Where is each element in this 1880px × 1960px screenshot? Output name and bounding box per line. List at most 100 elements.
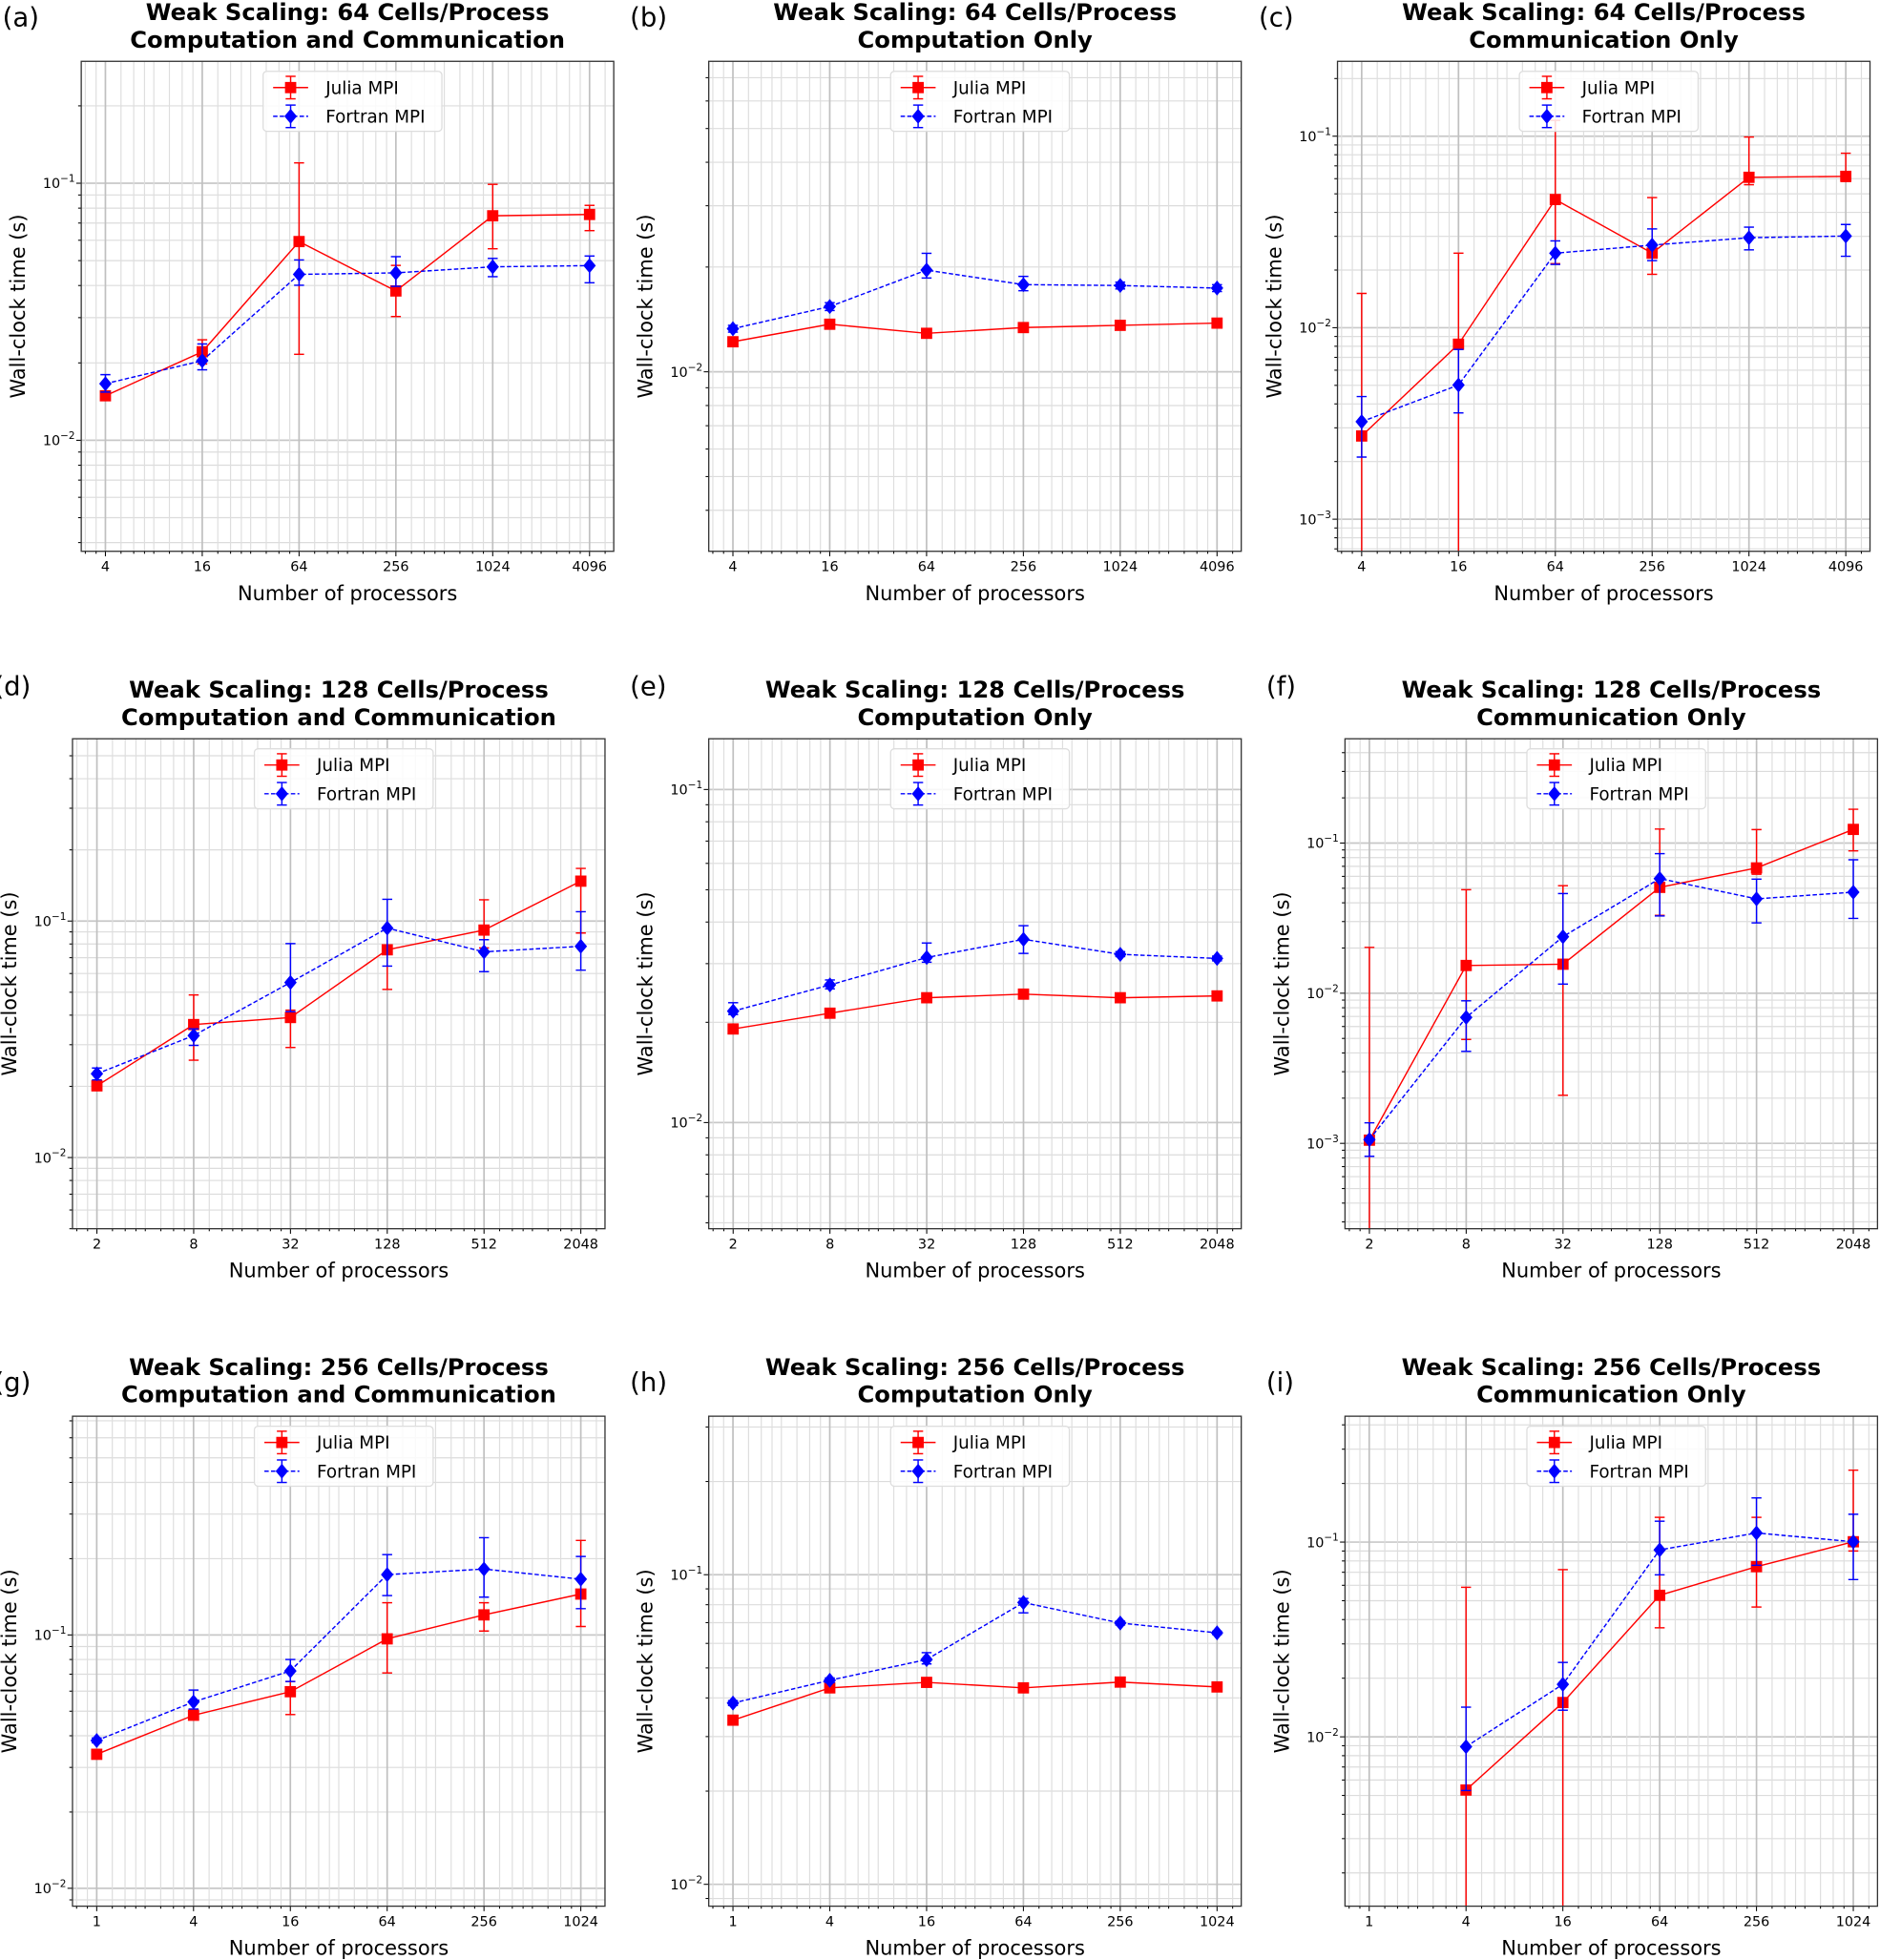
- data-point-diamond: [1114, 947, 1127, 962]
- panel-d: 2 8 32 128 512 2048 10−2 10−1 Number of processo…: [0, 671, 606, 1282]
- data-point-square: [727, 1714, 739, 1726]
- data-point-square: [1114, 1676, 1126, 1688]
- panel-i: 1 4 16 64 256 1024 10−2 10−1 Number of processor…: [1266, 1354, 1879, 1960]
- series-julia-mpi: [99, 161, 595, 402]
- x-tick-label: 1: [728, 1915, 737, 1930]
- plot-area: [1459, 1469, 1860, 1907]
- legend-label: Julia MPI: [952, 1433, 1027, 1453]
- panel-label: (i): [1266, 1367, 1294, 1398]
- x-tick-label: 16: [918, 1915, 935, 1930]
- data-point-square: [293, 236, 305, 248]
- legend-marker-square: [1548, 1436, 1560, 1449]
- x-tick-label: 256: [1639, 560, 1664, 575]
- series-fortran-mpi: [1459, 1497, 1860, 1792]
- x-tick-label: 128: [374, 1238, 400, 1253]
- series-line: [732, 1601, 1218, 1704]
- legend-label: Fortran MPI: [953, 1462, 1053, 1482]
- data-point-diamond: [90, 1066, 104, 1082]
- data-point-square: [1750, 1560, 1763, 1573]
- data-point-square: [1840, 170, 1852, 182]
- y-axis-label: Wall-clock time (s): [1264, 214, 1286, 398]
- panel-label: (g): [0, 1367, 31, 1398]
- y-tick-label: 10−1: [1306, 833, 1339, 852]
- data-point-diamond: [187, 1694, 200, 1710]
- data-point-square: [583, 208, 595, 220]
- data-point-diamond: [1549, 245, 1562, 261]
- x-tick-label: 2: [93, 1238, 101, 1253]
- x-tick-label: 1024: [1836, 1915, 1871, 1930]
- series-line: [96, 880, 581, 1087]
- y-axis-label: Wall-clock time (s): [1270, 1569, 1293, 1753]
- grid: [72, 1416, 605, 1907]
- data-point-diamond: [574, 1572, 588, 1587]
- chart-title-line: Weak Scaling: 64 Cells/Process: [1402, 0, 1806, 26]
- y-tick-label: 10−2: [1306, 1727, 1339, 1746]
- legend-marker-square: [276, 759, 288, 771]
- x-tick-label: 64: [290, 560, 307, 575]
- plot-area: [726, 1595, 1223, 1726]
- x-tick-label: 128: [1646, 1238, 1672, 1253]
- x-tick-label: 2: [729, 1238, 738, 1253]
- x-tick-label: 32: [282, 1238, 299, 1253]
- legend-label: Fortran MPI: [317, 784, 416, 804]
- y-axis-label: Wall-clock time (s): [7, 214, 30, 398]
- legend: Julia MPI Fortran MPI: [889, 748, 1071, 810]
- series-line: [96, 927, 581, 1074]
- data-point-square: [824, 1007, 836, 1019]
- panel-label: (e): [630, 671, 666, 701]
- axes-frame: [1344, 738, 1879, 1230]
- data-point-diamond: [381, 920, 394, 936]
- axes-frame: [72, 1415, 606, 1908]
- data-point-square: [1017, 988, 1030, 1000]
- data-point-diamond: [1452, 377, 1465, 393]
- x-tick-label: 2048: [1200, 1238, 1235, 1253]
- panel-label: (d): [0, 671, 31, 701]
- panel-h: 1 4 16 64 256 1024 10−2 10−1 Number of processor…: [630, 1354, 1243, 1960]
- x-tick-label: 64: [1651, 1915, 1668, 1930]
- chart-title-line: Computation and Communication: [121, 1382, 556, 1408]
- data-point-square: [1743, 171, 1755, 183]
- chart-title-line: Computation and Communication: [130, 27, 565, 53]
- plot-area: [1355, 119, 1852, 552]
- axes-frame: [1336, 60, 1871, 553]
- data-point-diamond: [1750, 1525, 1764, 1541]
- grid: [1337, 61, 1870, 552]
- legend: Julia MPI Fortran MPI: [1526, 1425, 1706, 1488]
- data-point-diamond: [823, 1673, 837, 1688]
- data-point-diamond: [90, 1733, 103, 1748]
- y-tick-label: 10−3: [1299, 510, 1331, 529]
- axes-frame: [708, 738, 1243, 1230]
- x-tick-label: 1024: [1103, 560, 1138, 575]
- data-point-square: [1460, 959, 1473, 971]
- data-point-square: [1114, 320, 1126, 331]
- data-point-square: [921, 991, 932, 1004]
- legend-marker-square: [276, 1436, 288, 1449]
- x-tick-label: 8: [1462, 1238, 1471, 1253]
- data-point-square: [389, 285, 402, 297]
- panel-label: (a): [3, 3, 39, 33]
- plot-area: [90, 867, 588, 1092]
- legend-marker-diamond: [911, 785, 925, 802]
- y-axis-label: Wall-clock time (s): [0, 891, 21, 1075]
- data-point-diamond: [920, 949, 933, 966]
- y-tick-label: 10−2: [670, 362, 702, 381]
- data-point-square: [1211, 1680, 1223, 1693]
- chart-title-line: Computation Only: [858, 704, 1093, 731]
- data-point-diamond: [1210, 1625, 1223, 1641]
- data-point-diamond: [1645, 237, 1659, 253]
- y-axis-label: Wall-clock time (s): [1270, 891, 1293, 1075]
- x-tick-label: 1024: [563, 1915, 598, 1930]
- series-line: [105, 264, 590, 385]
- series-line: [732, 322, 1218, 343]
- axes-frame: [72, 738, 606, 1230]
- data-point-diamond: [477, 1561, 491, 1577]
- y-tick-label: 10−1: [34, 911, 67, 930]
- x-tick-label: 2: [1365, 1238, 1373, 1253]
- legend-label: Julia MPI: [1588, 756, 1662, 776]
- x-tick-label: 2048: [1836, 1238, 1871, 1253]
- y-tick-label: 10−1: [670, 1565, 702, 1584]
- x-tick-label: 64: [918, 560, 935, 575]
- data-point-diamond: [486, 259, 499, 275]
- data-point-square: [824, 318, 836, 330]
- legend-marker-diamond: [275, 785, 288, 802]
